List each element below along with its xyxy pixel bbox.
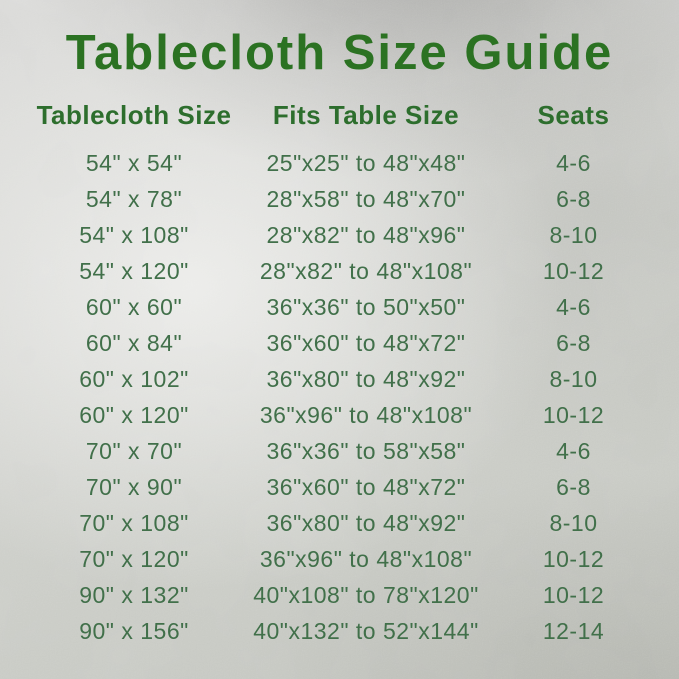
cell-fits-table-size: 40"x132" to 52"x144": [253, 617, 479, 644]
cell-tablecloth-size: 90" x 156": [79, 617, 189, 644]
cell-fits-table-size: 40"x108" to 78"x120": [253, 581, 479, 608]
cell-fits-table-size: 28"x82" to 48"x96": [266, 221, 466, 248]
cell-seats: 12-14: [542, 617, 605, 644]
cell-fits-table-size: 36"x96" to 48"x108": [259, 401, 473, 428]
cell-tablecloth-size: 60" x 102": [79, 365, 189, 392]
cell-seats: 8-10: [549, 365, 598, 392]
cell-seats: 8-10: [549, 221, 598, 248]
cell-tablecloth-size: 70" x 90": [85, 473, 183, 500]
table-row: 90" x 132" 40"x108" to 78"x120" 10-12: [0, 577, 679, 613]
cell-tablecloth-size: 54" x 108": [79, 221, 189, 248]
cell-tablecloth-size: 60" x 84": [85, 329, 183, 356]
cell-fits-table-size: 25"x25" to 48"x48": [266, 149, 466, 176]
table-row: 54" x 120" 28"x82" to 48"x108" 10-12: [0, 253, 679, 289]
table-row: 54" x 54" 25"x25" to 48"x48" 4-6: [0, 145, 679, 181]
cell-seats: 8-10: [549, 509, 598, 536]
table-row: 54" x 78" 28"x58" to 48"x70" 6-8: [0, 181, 679, 217]
header-seats: Seats: [537, 99, 610, 130]
table-row: 70" x 70" 36"x36" to 58"x58" 4-6: [0, 433, 679, 469]
table-row: 60" x 60" 36"x36" to 50"x50" 4-6: [0, 289, 679, 325]
cell-tablecloth-size: 90" x 132": [79, 581, 189, 608]
cell-fits-table-size: 36"x36" to 50"x50": [266, 293, 466, 320]
cell-seats: 4-6: [556, 293, 591, 320]
cell-seats: 4-6: [556, 437, 591, 464]
page-title: Tablecloth Size Guide: [65, 26, 614, 80]
cell-seats: 6-8: [556, 329, 591, 356]
cell-fits-table-size: 36"x60" to 48"x72": [266, 329, 466, 356]
cell-fits-table-size: 36"x80" to 48"x92": [266, 365, 466, 392]
cell-tablecloth-size: 70" x 70": [85, 437, 183, 464]
cell-seats: 6-8: [556, 185, 591, 212]
table-row: 60" x 120" 36"x96" to 48"x108" 10-12: [0, 397, 679, 433]
cell-fits-table-size: 36"x80" to 48"x92": [266, 509, 466, 536]
cell-fits-table-size: 28"x82" to 48"x108": [259, 257, 473, 284]
cell-seats: 6-8: [556, 473, 591, 500]
cell-seats: 4-6: [556, 149, 591, 176]
table-row: 70" x 120" 36"x96" to 48"x108" 10-12: [0, 541, 679, 577]
cell-seats: 10-12: [542, 401, 605, 428]
cell-seats: 10-12: [542, 545, 605, 572]
table-row: 54" x 108" 28"x82" to 48"x96" 8-10: [0, 217, 679, 253]
cell-seats: 10-12: [542, 257, 605, 284]
table-row: 60" x 102" 36"x80" to 48"x92" 8-10: [0, 361, 679, 397]
cell-tablecloth-size: 54" x 78": [85, 185, 183, 212]
table-row: 70" x 90" 36"x60" to 48"x72" 6-8: [0, 469, 679, 505]
cell-tablecloth-size: 54" x 54": [85, 149, 183, 176]
cell-fits-table-size: 28"x58" to 48"x70": [266, 185, 466, 212]
table-body: 54" x 54" 25"x25" to 48"x48" 4-6 54" x 7…: [0, 145, 679, 649]
cell-tablecloth-size: 60" x 60": [85, 293, 183, 320]
cell-fits-table-size: 36"x36" to 58"x58": [266, 437, 466, 464]
table-row: 70" x 108" 36"x80" to 48"x92" 8-10: [0, 505, 679, 541]
table-row: 60" x 84" 36"x60" to 48"x72" 6-8: [0, 325, 679, 361]
cell-fits-table-size: 36"x96" to 48"x108": [259, 545, 473, 572]
cell-tablecloth-size: 70" x 120": [79, 545, 189, 572]
cell-seats: 10-12: [542, 581, 605, 608]
cell-fits-table-size: 36"x60" to 48"x72": [266, 473, 466, 500]
header-fits-table-size: Fits Table Size: [272, 99, 460, 130]
table-header-row: Tablecloth Size Fits Table Size Seats: [0, 96, 679, 134]
cell-tablecloth-size: 60" x 120": [79, 401, 189, 428]
cell-tablecloth-size: 54" x 120": [79, 257, 189, 284]
table-row: 90" x 156" 40"x132" to 52"x144" 12-14: [0, 613, 679, 649]
cell-tablecloth-size: 70" x 108": [79, 509, 189, 536]
header-tablecloth-size: Tablecloth Size: [36, 99, 232, 130]
